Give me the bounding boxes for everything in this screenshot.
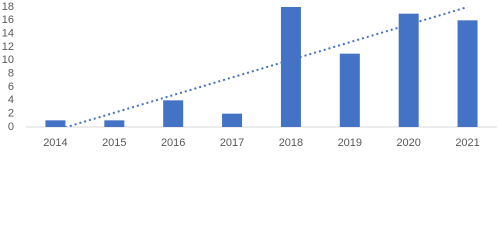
trendline bbox=[63, 7, 468, 127]
bar bbox=[280, 7, 301, 127]
x-tick-label: 2018 bbox=[279, 137, 303, 149]
bar bbox=[398, 13, 419, 128]
y-tick-label: 16 bbox=[2, 14, 14, 26]
x-tick-label: 2021 bbox=[455, 137, 479, 149]
x-tick-label: 2015 bbox=[102, 137, 126, 149]
x-tick-label: 2016 bbox=[161, 137, 185, 149]
bar bbox=[222, 113, 243, 127]
x-tick-label: 2017 bbox=[220, 137, 244, 149]
bar bbox=[339, 53, 360, 127]
y-tick-label: 2 bbox=[8, 108, 14, 120]
y-tick-label: 4 bbox=[8, 94, 14, 106]
y-tick-label: 8 bbox=[8, 68, 14, 80]
bar bbox=[104, 120, 125, 127]
y-tick-label: 0 bbox=[8, 121, 14, 133]
bar bbox=[45, 120, 66, 127]
x-tick-label: 2014 bbox=[43, 137, 67, 149]
x-tick-label: 2019 bbox=[338, 137, 362, 149]
y-tick-label: 14 bbox=[2, 28, 14, 40]
y-tick-label: 10 bbox=[2, 54, 14, 66]
x-tick-label: 2020 bbox=[396, 137, 420, 149]
bar bbox=[457, 20, 478, 127]
y-tick-label: 6 bbox=[8, 81, 14, 93]
y-tick-label: 18 bbox=[2, 1, 14, 13]
bar bbox=[163, 100, 184, 127]
y-tick-label: 12 bbox=[2, 41, 14, 53]
